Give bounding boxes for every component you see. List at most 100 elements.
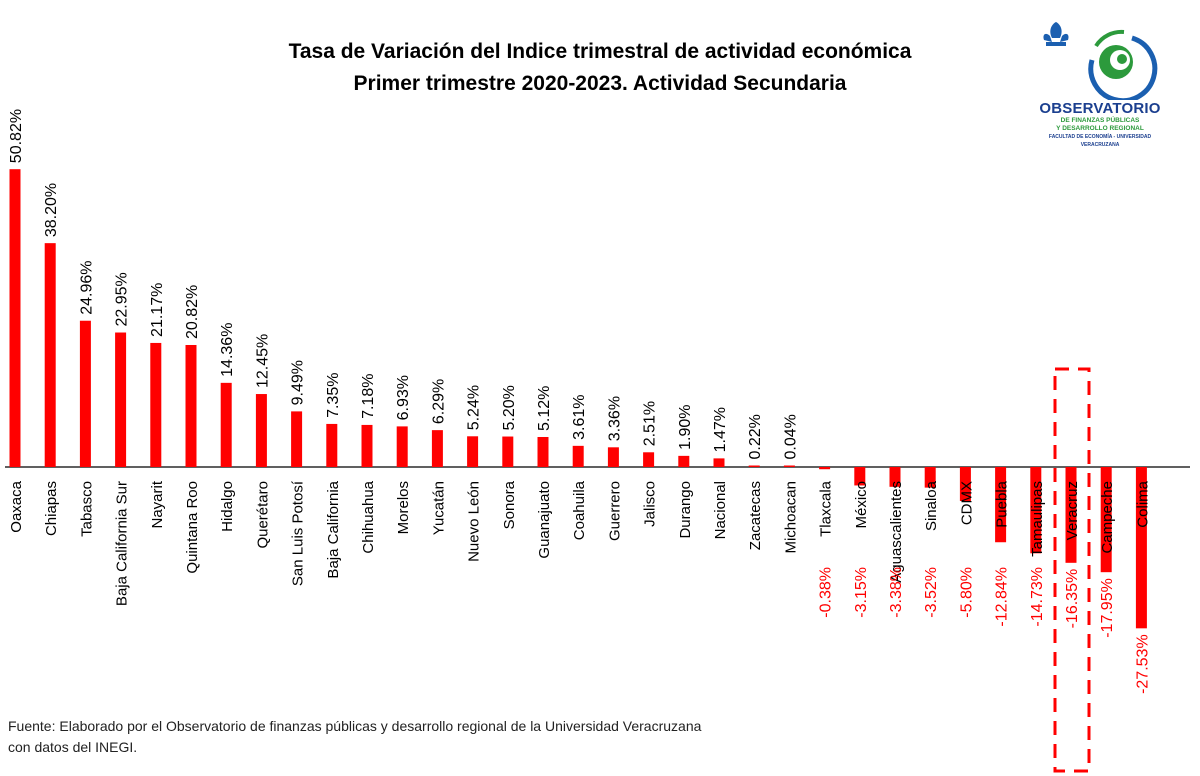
category-label-michoacan: Michoacan xyxy=(782,481,799,554)
value-label-san-luis-potosi: 9.49% xyxy=(290,360,307,405)
value-label-nayarit: 21.17% xyxy=(149,283,166,337)
category-label-veracruz: Veracruz xyxy=(1064,481,1081,540)
bar-mexico xyxy=(854,467,866,486)
value-label-chiapas: 38.20% xyxy=(43,183,60,237)
logo-subtitle-1: DE FINANZAS PÚBLICAS xyxy=(1060,117,1140,124)
logo-emblem-icon xyxy=(1043,22,1158,104)
category-label-cdmx: CDMX xyxy=(958,481,975,525)
value-label-baja-california-sur: 22.95% xyxy=(114,272,131,326)
category-label-guerrero: Guerrero xyxy=(606,481,623,541)
bar-nuevo-leon xyxy=(467,436,479,467)
category-label-campeche: Campeche xyxy=(1099,481,1116,554)
category-label-baja-california-sur: Baja California Sur xyxy=(114,481,131,606)
value-label-quintana-roo: 20.82% xyxy=(184,285,201,339)
category-label-durango: Durango xyxy=(677,481,694,539)
category-label-tamaulipas: Tamaulipas xyxy=(1029,481,1046,557)
value-label-tabasco: 24.96% xyxy=(78,260,95,314)
category-label-aguascalientes: Aguascalientes xyxy=(888,481,905,583)
category-label-hidalgo: Hidalgo xyxy=(219,481,236,532)
bar-tamaulipas xyxy=(1030,467,1042,554)
value-label-sinaloa: -3.52% xyxy=(923,567,940,618)
value-label-colima: -27.53% xyxy=(1134,634,1151,694)
value-label-chihuahua: 7.18% xyxy=(360,374,377,419)
bar-chiapas xyxy=(44,243,56,467)
category-label-yucatan: Yucatán xyxy=(430,481,447,535)
bar-nayarit xyxy=(150,342,162,467)
value-label-tamaulipas: -14.73% xyxy=(1029,567,1046,627)
value-label-durango: 1.90% xyxy=(677,404,694,449)
category-label-chihuahua: Chihuahua xyxy=(360,480,377,553)
bar-morelos xyxy=(396,426,408,467)
bar-coahuila xyxy=(572,445,584,467)
category-label-jalisco: Jalisco xyxy=(642,481,659,527)
bar-quintana-roo xyxy=(185,344,197,467)
bar-nacional xyxy=(713,458,725,467)
bar-baja-california-sur xyxy=(115,332,127,467)
bar-yucatan xyxy=(431,430,443,467)
source-line-2: con datos del INEGI. xyxy=(8,739,138,755)
bar-guerrero xyxy=(607,447,619,467)
category-label-queretaro: Querétaro xyxy=(254,481,271,549)
category-label-baja-california: Baja California xyxy=(325,480,342,578)
bar-jalisco xyxy=(643,452,655,467)
category-label-sinaloa: Sinaloa xyxy=(923,480,940,531)
bar-durango xyxy=(678,455,690,467)
observatorio-logo: OBSERVATORIO DE FINANZAS PÚBLICAS Y DESA… xyxy=(1030,18,1170,148)
category-label-nayarit: Nayarit xyxy=(149,480,166,528)
chart-title-line2: Primer trimestre 2020-2023. Actividad Se… xyxy=(353,72,847,95)
bar-hidalgo xyxy=(220,382,232,467)
value-label-morelos: 6.93% xyxy=(395,375,412,420)
category-label-san-luis-potosi: San Luis Potosí xyxy=(290,480,307,586)
logo-subtitle-3: FACULTAD DE ECONOMÍA - UNIVERSIDAD VERAC… xyxy=(1048,134,1152,148)
bar-cdmx xyxy=(959,467,971,501)
value-label-baja-california: 7.35% xyxy=(325,373,342,418)
bar-puebla xyxy=(995,467,1007,543)
bar-michoacan xyxy=(783,465,795,467)
category-label-coahuila: Coahuila xyxy=(571,480,588,540)
logo-name: OBSERVATORIO xyxy=(1039,100,1161,117)
bar-campeche xyxy=(1100,467,1112,573)
bar-veracruz xyxy=(1065,467,1077,563)
bar-chihuahua xyxy=(361,424,373,467)
category-label-nacional: Nacional xyxy=(712,481,729,539)
value-label-queretaro: 12.45% xyxy=(254,334,271,388)
category-label-quintana-roo: Quintana Roo xyxy=(184,481,201,574)
bar-san-luis-potosi xyxy=(291,411,303,467)
category-label-morelos: Morelos xyxy=(395,481,412,534)
value-label-hidalgo: 14.36% xyxy=(219,323,236,377)
category-label-mexico: México xyxy=(853,481,870,529)
bar-guanajuato xyxy=(537,436,549,467)
value-label-oaxaca: 50.82% xyxy=(8,109,25,163)
bar-zacatecas xyxy=(748,465,760,467)
category-label-zacatecas: Zacatecas xyxy=(747,481,764,550)
category-label-chiapas: Chiapas xyxy=(43,481,60,536)
bar-sinaloa xyxy=(924,467,936,488)
value-label-coahuila: 3.61% xyxy=(571,394,588,439)
bar-tabasco xyxy=(79,320,91,467)
value-label-guanajuato: 5.12% xyxy=(536,386,553,431)
value-label-campeche: -17.95% xyxy=(1099,578,1116,638)
value-label-puebla: -12.84% xyxy=(994,567,1011,627)
category-label-sonora: Sonora xyxy=(501,480,518,529)
value-label-tlaxcala: -0.38% xyxy=(818,567,835,618)
value-label-veracruz: -16.35% xyxy=(1064,569,1081,629)
highlight-box-veracruz xyxy=(1053,367,1091,773)
value-label-guerrero: 3.36% xyxy=(606,396,623,441)
value-label-nacional: 1.47% xyxy=(712,407,729,452)
value-label-nuevo-leon: 5.24% xyxy=(466,385,483,430)
category-label-guanajuato: Guanajuato xyxy=(536,481,553,559)
category-label-oaxaca: Oaxaca xyxy=(8,480,25,532)
source-line-1: Fuente: Elaborado por el Observatorio de… xyxy=(8,718,702,734)
value-label-michoacan: 0.04% xyxy=(782,414,799,459)
bar-tlaxcala xyxy=(819,467,831,470)
value-label-mexico: -3.15% xyxy=(853,567,870,618)
bar-oaxaca xyxy=(9,169,21,467)
bar-sonora xyxy=(502,436,514,467)
bar-colima xyxy=(1135,467,1147,629)
value-label-jalisco: 2.51% xyxy=(642,401,659,446)
bar-queretaro xyxy=(255,394,267,467)
logo-subtitle-2: Y DESARROLLO REGIONAL xyxy=(1056,125,1144,132)
value-label-yucatan: 6.29% xyxy=(430,379,447,424)
bar-baja-california xyxy=(326,423,338,467)
